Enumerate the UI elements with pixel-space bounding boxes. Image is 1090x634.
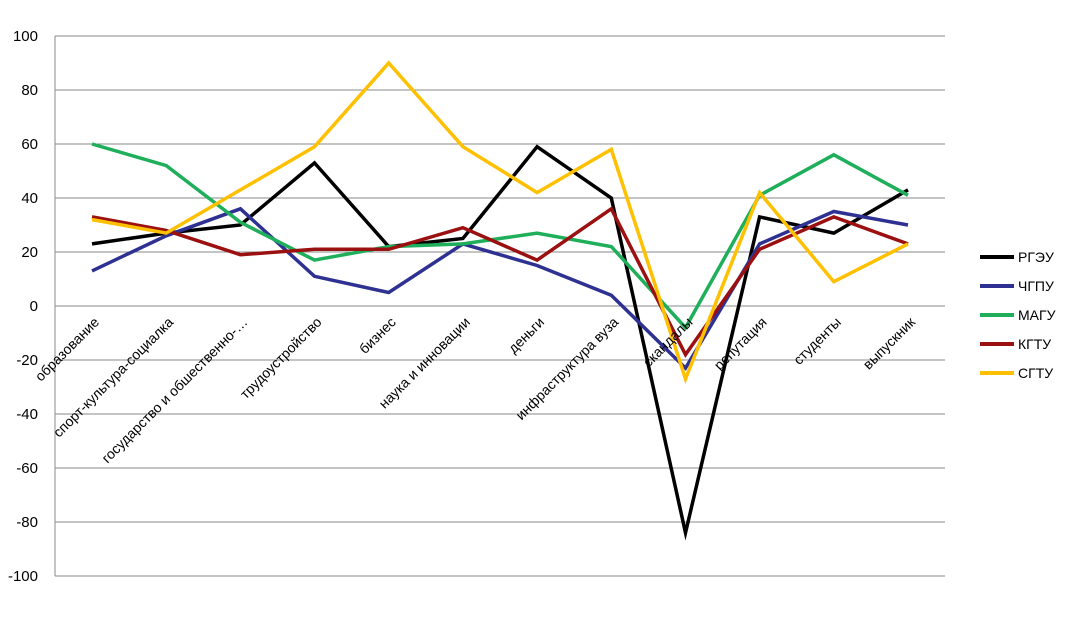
series-line-3 bbox=[91, 142, 909, 331]
y-tick-label: 80 bbox=[21, 82, 38, 99]
legend-label: СГТУ bbox=[1018, 365, 1053, 381]
x-axis-labels: образованиеспорт-культура-социалкагосуда… bbox=[32, 313, 919, 466]
y-tick-label: -80 bbox=[16, 514, 38, 531]
series-lines bbox=[91, 60, 909, 541]
y-tick-label: -100 bbox=[8, 568, 38, 585]
y-tick-label: 100 bbox=[13, 28, 38, 45]
y-tick-label: 40 bbox=[21, 190, 38, 207]
legend-label: КГТУ bbox=[1018, 336, 1051, 352]
y-tick-label: -20 bbox=[16, 352, 38, 369]
legend-label: РГЭУ bbox=[1018, 249, 1054, 265]
legend-label: ЧГПУ bbox=[1018, 278, 1054, 294]
series-line-1 bbox=[91, 144, 909, 541]
x-tick-label: бизнес bbox=[356, 314, 399, 357]
x-tick-label: репутация bbox=[711, 314, 770, 373]
series-line-5 bbox=[91, 60, 909, 385]
y-tick-label: -60 bbox=[16, 460, 38, 477]
x-tick-label: спорт-культура-социалка bbox=[50, 314, 177, 441]
gridlines bbox=[55, 35, 945, 577]
y-tick-label: -40 bbox=[16, 406, 38, 423]
legend-label: МАГУ bbox=[1018, 307, 1056, 323]
x-tick-label: государство и обшественно-… bbox=[98, 314, 250, 466]
legend: РГЭУ ЧГПУ МАГУ КГТУ СГТУ bbox=[980, 249, 1056, 381]
y-axis: 100 80 60 40 20 0 -20 -40 -60 -80 -100 bbox=[8, 28, 56, 585]
y-tick-label: 20 bbox=[21, 244, 38, 261]
x-tick-label: деньги bbox=[505, 314, 547, 356]
y-tick-label: 0 bbox=[30, 298, 38, 315]
y-tick-label: 60 bbox=[21, 136, 38, 153]
x-tick-label: выпускник bbox=[860, 313, 919, 372]
series-line-4 bbox=[91, 206, 909, 358]
x-tick-label: образование bbox=[32, 314, 103, 385]
x-tick-label: трудоустройство bbox=[237, 314, 325, 402]
